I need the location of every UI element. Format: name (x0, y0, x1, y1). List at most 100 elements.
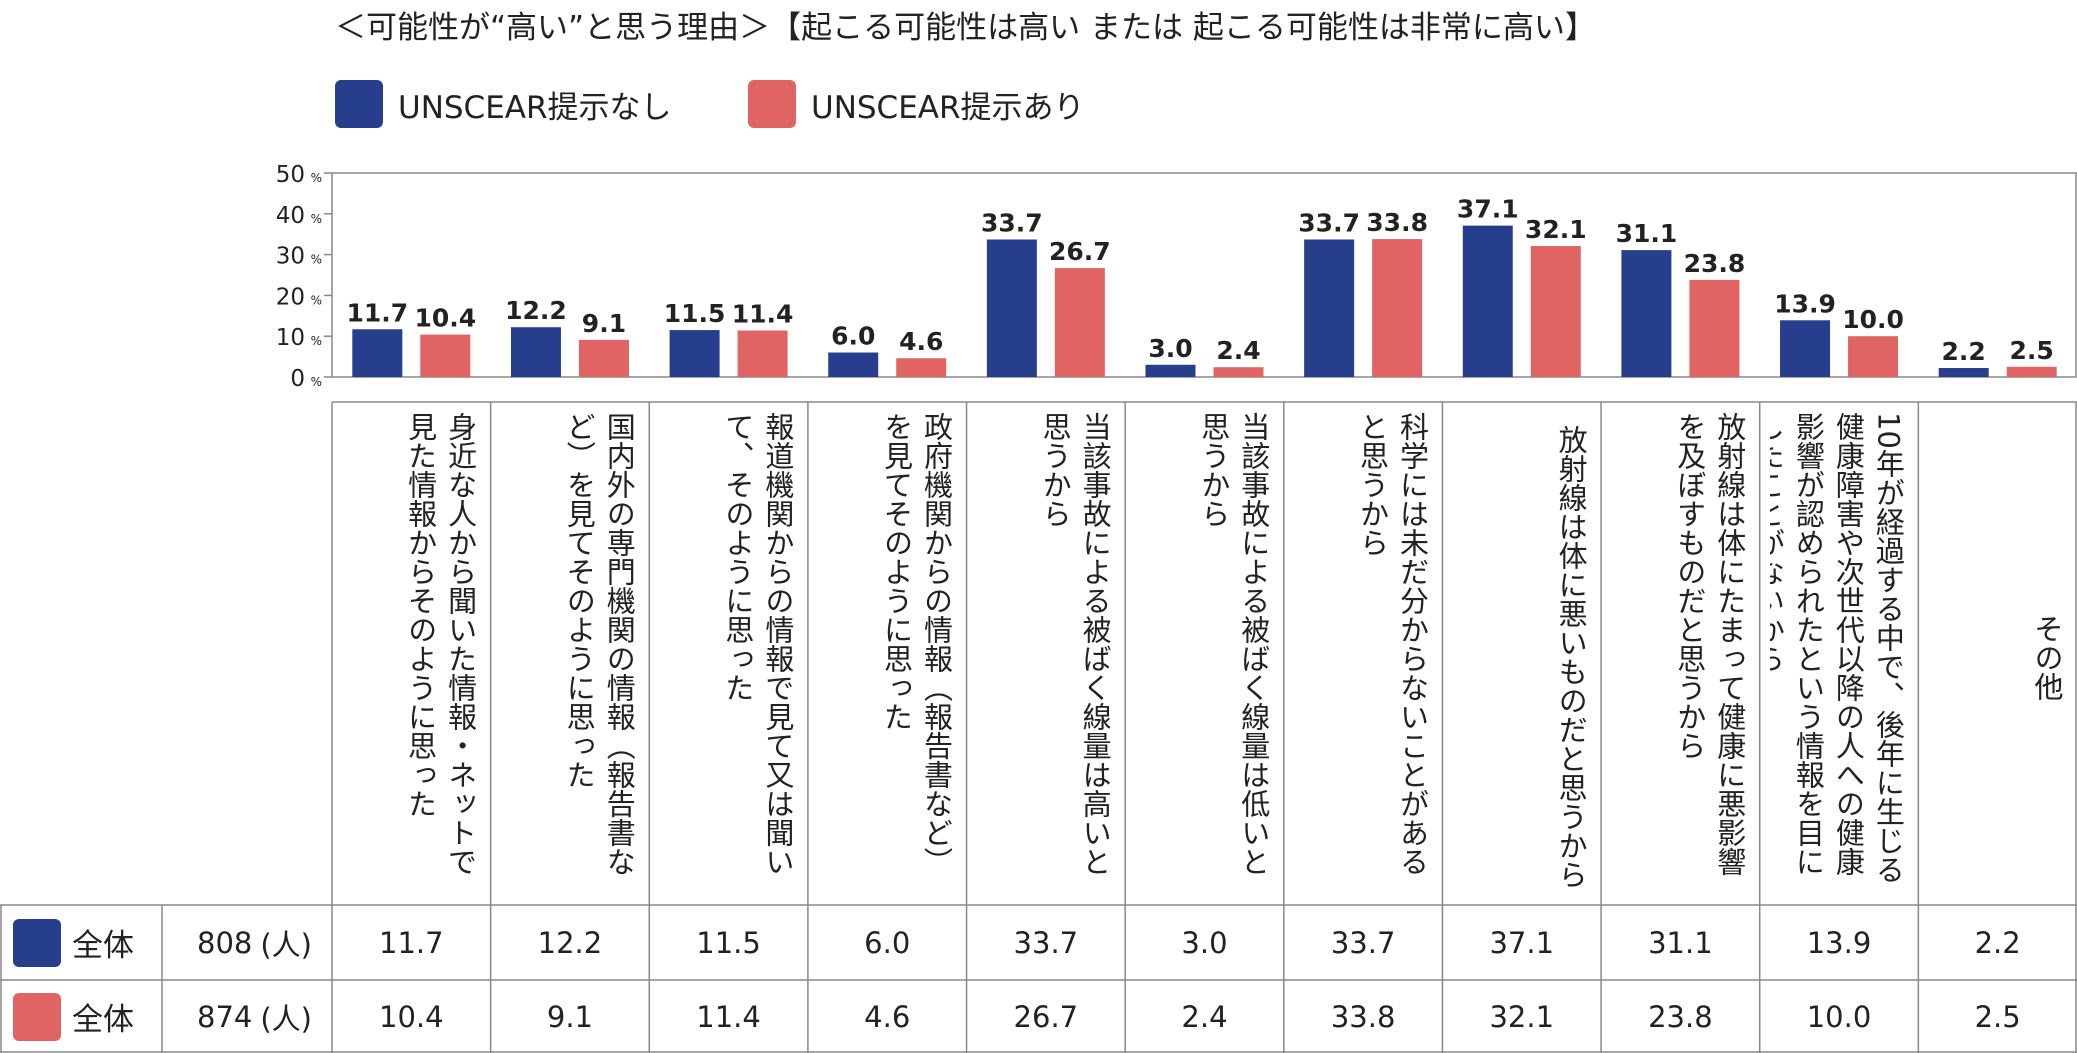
chart-title: ＜可能性が“高い”と思う理由＞【起こる可能性は高い または 起こる可能性は非常に… (335, 10, 1596, 46)
category-label: 政府機関からの情報（報告書など）を見てそのように思った (879, 412, 954, 876)
row-swatch (13, 918, 61, 967)
plot-frame (331, 172, 2077, 378)
legend-item-with: UNSCEAR提示あり (748, 80, 1085, 128)
row-sample-size: 874 (人) (162, 980, 312, 1053)
bar-value-label: 32.1 (1525, 215, 1587, 244)
bar-value-label: 11.7 (346, 298, 408, 327)
table-cell: 23.8 (1648, 999, 1713, 1034)
bar-value-label: 2.2 (1942, 337, 1986, 366)
y-tick-unit: % (311, 334, 322, 348)
bar-value-label: 9.1 (582, 309, 626, 338)
bar-without (828, 352, 879, 377)
y-tick-label: 50 (276, 162, 305, 188)
legend-swatch-without (335, 80, 383, 128)
y-tick-label: 10 (276, 325, 305, 351)
bar-without (986, 239, 1037, 377)
y-tick-unit: % (311, 293, 322, 307)
bar-value-label: 31.1 (1616, 219, 1678, 248)
row-sample-count: 874 (197, 999, 253, 1034)
bar-with (1689, 279, 1740, 377)
bar-with (578, 339, 629, 377)
bar-without (1780, 320, 1831, 377)
table-cell: 3.0 (1181, 925, 1228, 960)
table-cell: 32.1 (1489, 999, 1555, 1034)
bar-value-label: 33.7 (981, 209, 1043, 238)
table-cell: 11.5 (696, 925, 761, 960)
bar-value-label: 26.7 (1049, 237, 1111, 266)
category-label: 当該事故による被ばく線量は高いと思うから (1038, 412, 1113, 876)
bar-value-label: 6.0 (831, 322, 875, 351)
table-cell: 26.7 (1013, 999, 1079, 1034)
category-label: 放射線は体に悪いものだと思うから (1554, 425, 1589, 889)
bar-value-label: 13.9 (1774, 289, 1836, 318)
category-label: 当該事故による被ばく線量は低いと思うから (1196, 412, 1271, 876)
bar-value-label: 33.7 (1298, 209, 1360, 238)
bar-without (1145, 364, 1196, 377)
table-cell: 33.7 (1013, 925, 1079, 960)
table-cell: 4.6 (864, 999, 911, 1034)
table-cell: 11.4 (696, 999, 761, 1034)
table-cell: 12.2 (537, 925, 603, 960)
bar-with (1213, 367, 1264, 377)
bar-value-label: 3.0 (1148, 334, 1192, 363)
bar-without (1621, 250, 1672, 377)
bar-value-label: 2.5 (2010, 336, 2054, 365)
table-cell: 37.1 (1489, 925, 1555, 960)
category-label: 国内外の専門機関の情報（報告書など）を見てそのように思った (562, 412, 637, 876)
y-tick-label: 20 (276, 284, 305, 310)
bar-without (510, 327, 561, 377)
table-grid (0, 401, 2077, 1053)
bar-without (669, 330, 720, 377)
category-label: 身近な人から聞いた情報・ネットで見た情報からそのように思った (403, 412, 478, 876)
bar-with (737, 330, 788, 377)
y-tick-unit: % (311, 253, 322, 267)
bar-value-label: 12.2 (505, 296, 567, 325)
bar-with (420, 334, 471, 377)
bar-value-label: 23.8 (1684, 249, 1746, 278)
row-sample-count: 808 (197, 925, 253, 960)
table-cell: 10.4 (379, 999, 444, 1034)
y-tick-unit: % (311, 171, 322, 185)
y-axis: 50 % 40 % 30 % 20 % 10 % 0% (276, 162, 2077, 392)
bar-value-label: 10.0 (1842, 305, 1904, 334)
row-sample-size: 808 (人) (162, 905, 312, 980)
row-group-label: 全体 (72, 1002, 134, 1038)
row-group-label: 全体 (72, 928, 134, 964)
bar-with (1372, 239, 1423, 377)
bar-without (352, 329, 403, 377)
table-cell: 2.2 (1974, 925, 2021, 960)
table-cell: 11.7 (379, 925, 444, 960)
bar-with (896, 358, 947, 377)
bar-without (1304, 239, 1355, 377)
bar-value-label: 11.5 (664, 299, 726, 328)
row-swatch (13, 992, 61, 1041)
table-cell: 10.0 (1806, 999, 1872, 1034)
table-cell: 2.5 (1974, 999, 2021, 1034)
bar-without (1462, 225, 1513, 377)
bar-value-label: 4.6 (899, 327, 943, 356)
category-label: 科学には未だ分からないことがあると思うから (1355, 412, 1430, 876)
bar-value-label: 10.4 (414, 304, 476, 333)
legend-item-without: UNSCEAR提示なし (335, 80, 672, 128)
bar-with (1848, 336, 1899, 377)
row-sample-unit: (人) (260, 1001, 312, 1036)
bar-without (1938, 368, 1989, 377)
row-sample-unit: (人) (260, 927, 312, 962)
table-cell: 33.7 (1330, 925, 1396, 960)
bar-value-label: 33.8 (1366, 208, 1428, 237)
y-tick-label: 0 (290, 366, 305, 392)
y-tick-unit: % (311, 212, 322, 226)
table-cell: 31.1 (1648, 925, 1713, 960)
category-label: 放射線は体にたまって健康に悪影響を及ぼすものだと思うから (1672, 412, 1747, 876)
table-cell: 9.1 (546, 999, 593, 1034)
y-tick-label: 40 (276, 203, 305, 229)
table-cell: 33.8 (1330, 999, 1396, 1034)
y-tick-unit: % (311, 375, 322, 389)
bar-with (1530, 246, 1581, 377)
bar-with (1054, 268, 1105, 377)
legend-label-with: UNSCEAR提示あり (811, 89, 1085, 126)
table-cell: 2.4 (1181, 999, 1228, 1034)
bar-with (2006, 366, 2057, 377)
bars: 11.7 10.4 12.2 9.1 11.5 11.46.0 4.633.726.73.0… (346, 195, 2057, 377)
